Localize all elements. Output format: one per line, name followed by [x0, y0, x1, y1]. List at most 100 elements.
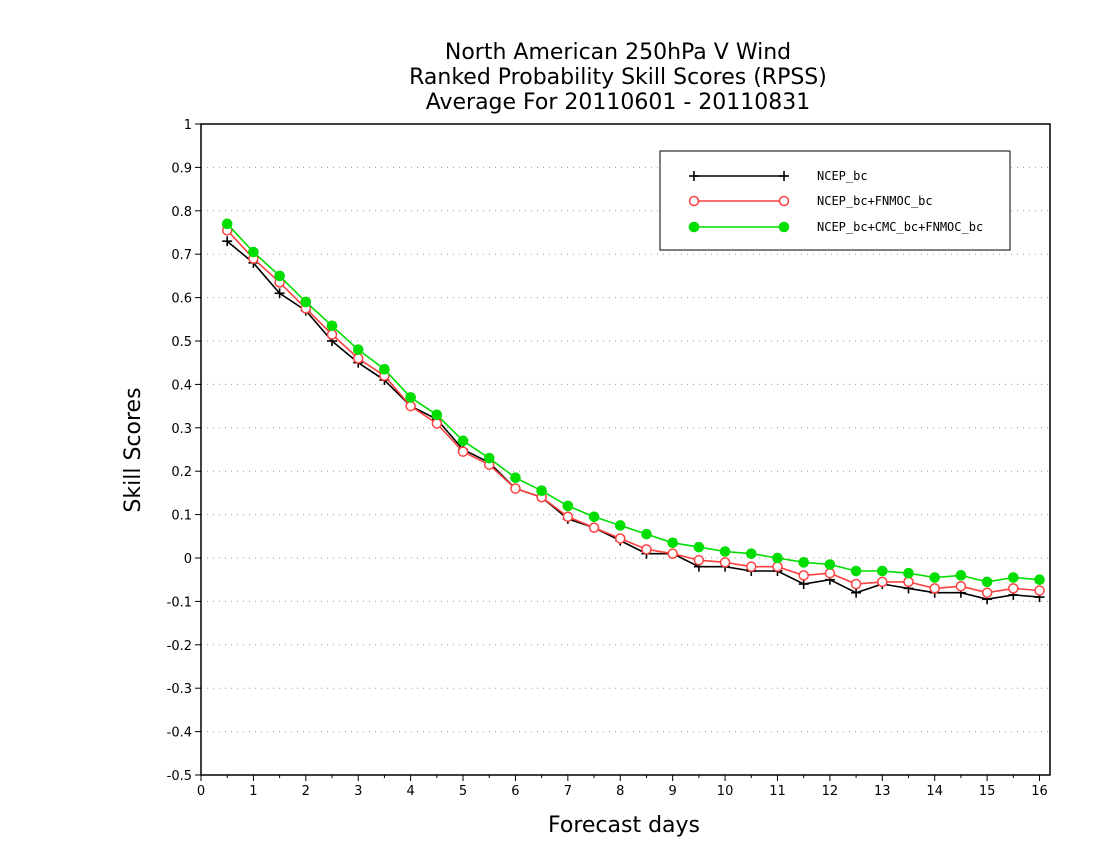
- data-point-filled-circle-3-24: [824, 559, 836, 570]
- data-point-open-circle-2-31: [1008, 583, 1019, 594]
- data-point-open-circle-2-9: [431, 418, 443, 429]
- data-point-filled-circle-legend-3-a: [688, 221, 700, 233]
- y-tick-label: 0.1: [171, 509, 192, 524]
- y-tick-label: 0.7: [171, 248, 192, 263]
- legend-label: NCEP_bc: [817, 169, 868, 183]
- data-point-filled-circle-3-11: [483, 452, 495, 464]
- y-tick-label: 0.3: [171, 422, 192, 437]
- data-point-open-circle-2-24: [824, 567, 836, 579]
- y-tick-label: -0.2: [167, 639, 192, 654]
- data-point-open-circle-2-22: [772, 561, 783, 572]
- data-point-filled-circle-3-8: [405, 392, 416, 403]
- legend-label: NCEP_bc+CMC_bc+FNMOC_bc: [817, 220, 983, 234]
- legend-label: NCEP_bc+FNMOC_bc: [817, 194, 933, 208]
- data-point-open-circle-2-19: [693, 554, 705, 566]
- y-tick-label: 0.4: [171, 378, 192, 393]
- y-tick-label: -0.1: [167, 595, 192, 610]
- data-point-filled-circle-3-25: [850, 565, 862, 577]
- data-point-open-circle-legend-2-b: [778, 195, 790, 207]
- x-tick-label: 2: [302, 784, 310, 799]
- series-lines: [221, 218, 1045, 605]
- data-point-filled-circle-3-7: [379, 363, 390, 375]
- data-point-plus-1-25: [851, 587, 862, 598]
- chart-title-line-1: North American 250hPa V Wind: [445, 40, 791, 65]
- data-point-filled-circle-3-9: [431, 409, 443, 421]
- data-point-open-circle-2-17: [641, 544, 652, 555]
- x-tick-label: 12: [822, 784, 839, 799]
- data-point-open-circle-2-6: [352, 353, 364, 364]
- data-point-filled-circle-3-23: [798, 557, 809, 568]
- plot-frame: [200, 123, 1051, 776]
- data-point-filled-circle-3-21: [745, 548, 757, 559]
- y-tick-label: 0.6: [171, 292, 192, 307]
- series-line-2: [226, 229, 1040, 594]
- x-tick-label: 5: [459, 784, 467, 799]
- data-point-filled-circle-3-17: [641, 528, 652, 540]
- data-point-filled-circle-3-26: [876, 565, 888, 577]
- data-point-open-circle-2-10: [457, 446, 469, 457]
- data-point-filled-circle-3-4: [300, 296, 312, 308]
- data-point-open-circle-2-14: [562, 511, 574, 523]
- data-point-filled-circle-3-1: [221, 218, 233, 230]
- chart-title-line-2: Ranked Probability Skill Scores (RPSS): [409, 65, 827, 90]
- data-point-filled-circle-legend-3-b: [778, 221, 790, 233]
- data-point-open-circle-2-18: [667, 548, 678, 559]
- data-point-filled-circle-3-22: [772, 552, 783, 564]
- x-tick-label: 7: [564, 784, 572, 799]
- data-point-open-circle-2-28: [929, 583, 940, 594]
- y-axis-title: Skill Scores: [121, 387, 146, 512]
- y-tick-label: 0.2: [171, 465, 192, 480]
- data-point-open-circle-2-20: [719, 557, 731, 568]
- y-tick-label: 1: [184, 118, 192, 133]
- data-point-plus-1-1: [222, 236, 233, 247]
- data-point-open-circle-2-30: [981, 587, 993, 598]
- data-point-filled-circle-3-29: [955, 570, 967, 581]
- data-point-open-circle-2-12: [510, 483, 521, 494]
- x-tick-label: 4: [406, 784, 414, 799]
- series-line-1: [226, 240, 1040, 601]
- series-2: [221, 225, 1045, 598]
- axes: -0.5 -0.4 -0.3 -0.2 -0.1 0 0.1 0.2 0.3 0.4 0.5 0.6 0…: [167, 118, 1051, 799]
- data-point-open-circle-2-15: [588, 522, 600, 533]
- data-point-plus-1-23: [798, 579, 809, 590]
- data-point-open-circle-2-5: [326, 329, 338, 340]
- series-1: [222, 236, 1045, 605]
- data-point-plus-1-3: [274, 288, 285, 299]
- data-point-filled-circle-3-19: [693, 541, 705, 553]
- data-point-filled-circle-3-6: [352, 344, 364, 355]
- x-tick-label: 0: [197, 784, 205, 799]
- data-point-open-circle-2-21: [746, 561, 757, 572]
- x-axis-title: Forecast days: [548, 813, 700, 838]
- data-point-filled-circle-3-27: [903, 567, 914, 579]
- legend: NCEP_bc NCEP_bc+FNMOC_bc NCEP_bc+CMC_bc+FN…: [659, 150, 1011, 251]
- y-tick-label: -0.3: [167, 682, 192, 697]
- data-point-filled-circle-3-28: [929, 572, 941, 583]
- gridlines: [201, 166, 1050, 733]
- data-point-open-circle-legend-2-a: [688, 195, 700, 207]
- legend-item-1: NCEP_bc: [689, 169, 868, 183]
- x-tick-label: 1: [249, 784, 257, 799]
- chart-title: North American 250hPa V Wind Ranked Prob…: [409, 40, 827, 115]
- data-point-open-circle-2-26: [877, 576, 888, 588]
- data-point-open-circle-2-16: [615, 533, 626, 544]
- data-point-filled-circle-3-2: [248, 246, 259, 258]
- x-tick-label: 8: [616, 784, 624, 799]
- y-tick-label: 0.5: [171, 335, 192, 350]
- x-tick-label: 11: [769, 784, 786, 799]
- data-point-filled-circle-3-18: [667, 537, 678, 549]
- x-tick-label: 9: [669, 784, 677, 799]
- x-tick-label: 14: [926, 784, 943, 799]
- data-point-open-circle-2-29: [955, 580, 967, 592]
- legend-item-3: NCEP_bc+CMC_bc+FNMOC_bc: [688, 220, 983, 234]
- data-point-plus-legend-1-a: [689, 171, 699, 181]
- data-point-open-circle-2-27: [903, 576, 914, 588]
- chart-title-line-3: Average For 20110601 - 20110831: [426, 90, 811, 115]
- data-point-filled-circle-3-16: [614, 520, 626, 531]
- series-3: [221, 218, 1045, 588]
- data-point-open-circle-2-25: [850, 578, 862, 590]
- data-point-filled-circle-3-3: [274, 270, 285, 282]
- data-point-filled-circle-3-12: [510, 472, 521, 484]
- data-point-filled-circle-3-31: [1008, 572, 1019, 583]
- data-point-filled-circle-3-10: [457, 435, 469, 447]
